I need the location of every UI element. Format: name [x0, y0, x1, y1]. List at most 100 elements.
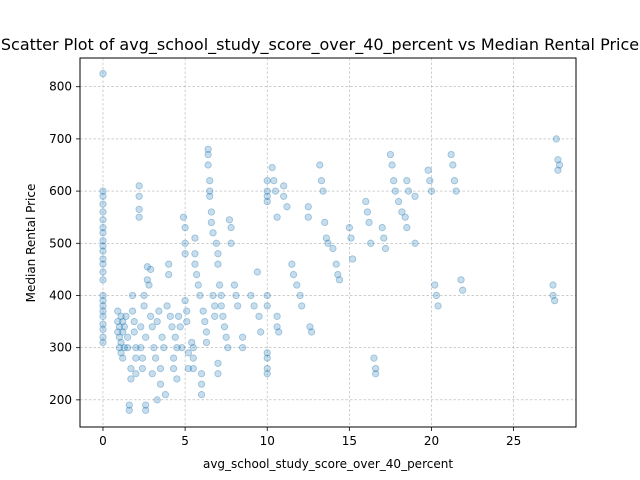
- data-point: [143, 263, 151, 271]
- data-point: [174, 312, 183, 320]
- data-point: [120, 344, 128, 352]
- data-point: [206, 187, 214, 195]
- x-tick-label: 25: [506, 434, 521, 448]
- data-point: [178, 344, 186, 352]
- data-point: [212, 239, 220, 247]
- data-point: [255, 312, 263, 320]
- data-point: [555, 161, 564, 169]
- data-point: [390, 177, 398, 185]
- data-point: [204, 161, 212, 169]
- data-point: [319, 187, 327, 195]
- y-tick-label: 200: [49, 393, 72, 407]
- data-point: [181, 250, 189, 258]
- data-point: [211, 312, 219, 320]
- data-point: [367, 239, 375, 247]
- chart-title: Scatter Plot of avg_school_study_score_o…: [1, 35, 639, 55]
- data-point: [449, 161, 457, 169]
- data-point: [128, 291, 137, 300]
- data-point: [306, 323, 314, 331]
- data-point: [188, 338, 196, 347]
- data-point: [283, 203, 291, 211]
- data-point: [207, 218, 215, 227]
- data-point: [549, 291, 557, 300]
- data-point: [99, 200, 107, 208]
- data-point: [238, 333, 247, 341]
- data-point: [202, 328, 211, 336]
- y-tick-label: 700: [49, 132, 72, 146]
- data-point: [156, 364, 165, 373]
- data-point: [99, 268, 107, 276]
- data-point: [145, 281, 153, 289]
- data-point: [307, 328, 316, 336]
- data-point: [263, 302, 271, 310]
- data-point: [263, 197, 271, 206]
- data-point: [201, 317, 209, 326]
- data-point: [298, 302, 306, 310]
- data-point: [176, 323, 184, 331]
- data-point: [99, 224, 107, 232]
- data-point: [140, 291, 148, 300]
- data-point: [335, 276, 344, 284]
- data-point: [224, 344, 232, 352]
- data-point: [114, 317, 122, 326]
- data-point: [191, 234, 199, 242]
- data-point: [115, 344, 124, 352]
- x-tick-label: 20: [424, 434, 439, 448]
- data-point: [372, 370, 380, 378]
- data-point: [316, 161, 324, 169]
- data-point: [99, 291, 107, 300]
- data-point: [447, 150, 455, 159]
- data-point: [332, 260, 340, 268]
- data-point: [222, 333, 230, 341]
- data-point: [99, 276, 107, 284]
- data-point: [163, 302, 171, 310]
- data-point: [114, 307, 122, 315]
- data-point: [171, 333, 179, 341]
- data-point: [280, 182, 288, 190]
- data-point: [432, 291, 440, 300]
- data-point: [143, 276, 151, 284]
- data-point: [403, 224, 411, 232]
- data-point: [391, 187, 399, 195]
- data-point: [148, 323, 156, 331]
- data-point: [403, 177, 411, 185]
- data-point: [189, 364, 197, 373]
- data-point: [234, 302, 242, 310]
- data-point: [329, 244, 337, 253]
- data-point: [115, 333, 124, 341]
- data-point: [349, 255, 357, 263]
- y-tick-label: 400: [49, 288, 72, 302]
- data-point: [99, 320, 107, 328]
- data-point: [170, 364, 178, 373]
- data-point: [209, 229, 217, 237]
- data-point: [181, 297, 189, 305]
- data-point: [457, 276, 465, 284]
- data-point: [347, 234, 355, 242]
- data-point: [459, 286, 467, 294]
- data-point: [99, 242, 107, 250]
- x-tick-label: 0: [99, 434, 107, 448]
- data-point: [196, 291, 204, 300]
- data-point: [230, 281, 238, 289]
- data-point: [184, 349, 192, 357]
- y-tick-label: 300: [49, 341, 72, 355]
- data-point: [138, 364, 147, 373]
- data-point: [127, 375, 135, 383]
- data-point: [130, 328, 138, 336]
- data-point: [99, 208, 107, 216]
- data-point: [99, 307, 107, 315]
- data-point: [426, 177, 434, 185]
- data-point: [324, 239, 332, 247]
- data-point: [117, 312, 125, 320]
- data-point: [554, 156, 562, 164]
- data-point: [99, 247, 107, 255]
- data-point: [263, 370, 271, 378]
- data-point: [99, 312, 107, 320]
- data-point: [135, 192, 143, 200]
- data-point: [273, 312, 281, 320]
- data-point: [214, 359, 222, 367]
- data-point: [220, 323, 229, 331]
- x-axis-label: avg_school_study_score_over_40_percent: [203, 457, 453, 471]
- data-point: [99, 70, 107, 78]
